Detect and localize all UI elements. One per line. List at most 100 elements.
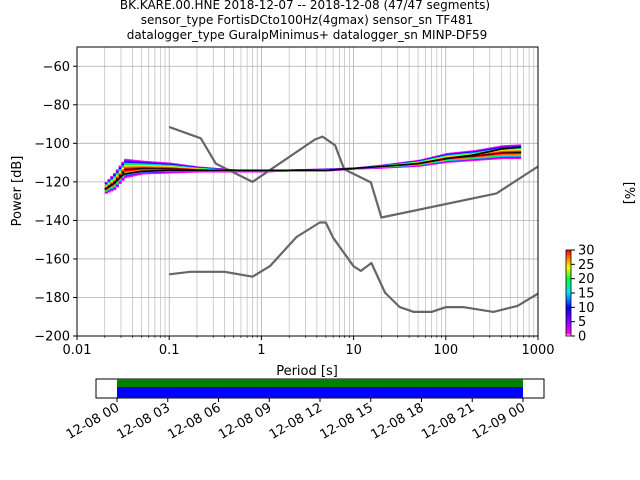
psd-cell (420, 159, 425, 161)
psd-cell (420, 160, 425, 162)
psd-cell (470, 150, 475, 152)
psd-cell (481, 149, 486, 151)
psd-cell (135, 164, 139, 166)
psd-cell (506, 157, 511, 160)
psd-cell (484, 152, 488, 154)
psd-cell (196, 169, 200, 170)
psd-cell (140, 165, 144, 167)
psd-cell (434, 162, 438, 164)
psd-cell (107, 190, 111, 192)
psd-cell (473, 155, 477, 157)
psd-cell (140, 166, 144, 168)
psd-cell (490, 154, 494, 156)
psd-cell (107, 182, 111, 184)
psd-cell (149, 163, 153, 165)
psd-cell (395, 166, 400, 168)
psd-cell (126, 171, 131, 173)
psd-cell (404, 162, 408, 163)
psd-cell (415, 160, 419, 162)
psd-cell (487, 155, 491, 157)
psd-cell (379, 168, 383, 169)
psd-cell (493, 152, 497, 154)
psd-cell (462, 156, 466, 158)
psd-cell (121, 176, 125, 179)
psd-cell (465, 156, 469, 158)
psd-cell (506, 156, 511, 159)
psd-cell (185, 167, 189, 169)
psd-cell (470, 152, 475, 154)
psd-cell (204, 167, 208, 169)
psd-cell (517, 150, 522, 152)
psd-cell (210, 168, 214, 170)
psd-cell (146, 161, 150, 163)
psd-cell (187, 171, 192, 173)
psd-cell (465, 152, 469, 154)
psd-cell (149, 171, 153, 173)
psd-cell (115, 185, 120, 188)
y-tick-label: −180 (34, 291, 70, 306)
psd-cell (138, 161, 142, 163)
psd-cell (504, 156, 508, 159)
psd-cell (504, 145, 508, 147)
psd-cell (448, 153, 452, 155)
psd-cell (481, 157, 486, 159)
x-tick-label: 10 (345, 343, 362, 358)
psd-cell (210, 170, 214, 172)
psd-cell (415, 161, 419, 163)
psd-cell (193, 168, 197, 169)
psd-cell (509, 144, 513, 147)
psd-cell (118, 170, 122, 172)
psd-cell (115, 184, 120, 187)
psd-cell (176, 163, 181, 165)
psd-cell (182, 164, 186, 166)
psd-cell (517, 152, 522, 154)
psd-cell (432, 163, 436, 165)
psd-cell (407, 161, 411, 162)
psd-cell (135, 165, 139, 167)
psd-cell (512, 154, 516, 156)
psd-cell (426, 163, 430, 165)
psd-cell (445, 153, 450, 155)
psd-cell (110, 190, 114, 192)
psd-cell (165, 168, 169, 170)
psd-cell (118, 167, 122, 170)
psd-cell (140, 172, 144, 174)
psd-cell (179, 164, 183, 166)
psd-cell (465, 157, 469, 159)
psd-cell (495, 158, 499, 160)
psd-cell (448, 161, 452, 163)
psd-cell (118, 178, 122, 181)
psd-cell (517, 144, 522, 146)
psd-cell (517, 153, 522, 155)
psd-cell (454, 158, 458, 160)
psd-cell (182, 168, 186, 170)
psd-cell (493, 151, 497, 153)
psd-cell (498, 155, 502, 157)
psd-cell (412, 165, 416, 167)
psd-cell (212, 168, 217, 169)
psd-cell (107, 189, 111, 191)
psd-cell (448, 158, 452, 160)
psd-cell (437, 163, 441, 165)
psd-cell (490, 147, 494, 149)
psd-cell (498, 154, 502, 156)
psd-cell (210, 168, 214, 169)
psd-cell (473, 152, 477, 154)
psd-cell (501, 149, 505, 151)
psd-cell (484, 148, 488, 151)
psd-cell (487, 158, 491, 161)
psd-cell (185, 167, 189, 169)
psd-cell (146, 165, 150, 167)
psd-cell (515, 154, 519, 156)
psd-cell (454, 152, 458, 154)
psd-cell (490, 155, 494, 157)
psd-cell (160, 164, 164, 166)
psd-cell (149, 168, 153, 170)
psd-cell (146, 171, 150, 173)
psd-cell (468, 151, 472, 153)
psd-cell (440, 160, 444, 162)
psd-cell (190, 166, 194, 167)
psd-cell (487, 153, 491, 155)
psd-cell (160, 168, 164, 170)
psd-cell (415, 162, 419, 163)
